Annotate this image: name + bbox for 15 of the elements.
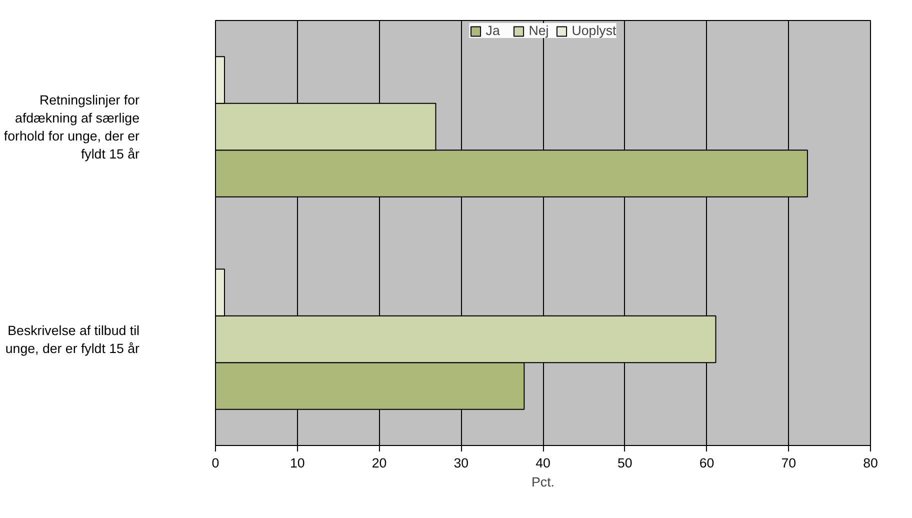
x-tick-label: 80	[863, 456, 878, 470]
x-tick-label: 60	[699, 456, 714, 470]
legend-label: Nej	[528, 23, 549, 38]
x-tick-label: 30	[454, 456, 469, 470]
legend-label: Uoplyst	[572, 23, 616, 38]
x-axis-title: Pct.	[532, 474, 554, 490]
x-tick-label: 20	[372, 456, 387, 470]
x-tick-label: 40	[536, 456, 550, 470]
y-tick-label: Beskrivelse af tilbud til unge, der er fyldt 15 år	[5, 322, 140, 356]
x-tick-label: 50	[617, 456, 632, 470]
x-tick-label: 10	[290, 456, 305, 470]
x-tick-label: 70	[781, 456, 796, 470]
y-tick-label: Retningslinjer for afdækning af særlige forhold for unge, der er fyldt 15 år	[4, 92, 140, 162]
legend-label: Ja	[486, 23, 501, 38]
x-tick-label: 0	[212, 456, 220, 470]
